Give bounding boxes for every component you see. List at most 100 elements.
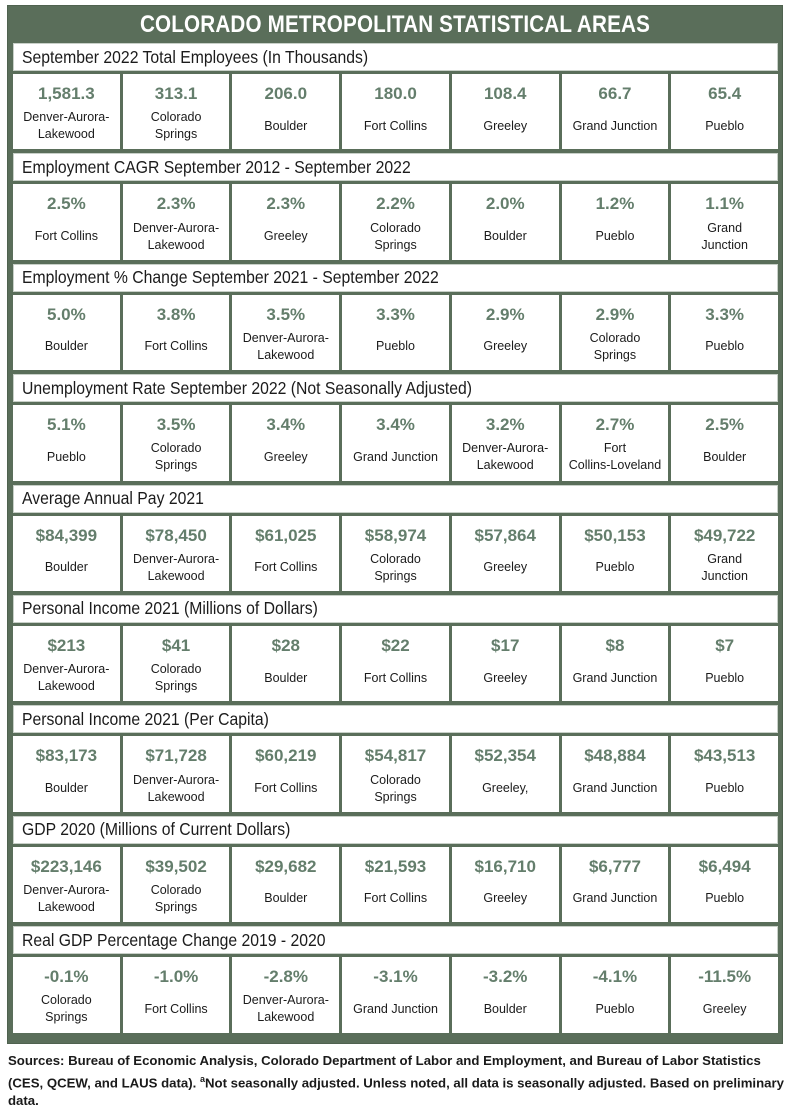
section-title-text: Employment % Change September 2021 - Sep… (22, 267, 439, 288)
metro-value: 2.9% (595, 304, 635, 324)
metro-cell: 2.0% Boulder (451, 184, 559, 260)
metro-label: Pueblo (705, 118, 745, 133)
metro-cell: $28 Boulder (232, 625, 340, 702)
metro-label: Denver-Aurora- Lakewood (23, 662, 110, 694)
metro-cell: $22 Fort Collins (342, 625, 449, 702)
metro-label: Colorado Springs (589, 330, 641, 362)
metro-label: Denver-Aurora- Lakewood (23, 882, 110, 914)
metro-value: $60,219 (255, 746, 317, 766)
metro-cell: 313.1 Colorado Springs (122, 74, 230, 150)
metro-cell: $17 Greeley (451, 625, 559, 702)
metro-cell: $48,884 Grand Junction (561, 736, 669, 812)
metro-cell: $60,219 Fort Collins (232, 736, 340, 812)
metro-label: Grand Junction (572, 118, 658, 133)
metro-label: Grand Junction (701, 551, 748, 583)
metro-value: $22 (381, 635, 410, 655)
metro-value: $16,710 (474, 856, 536, 876)
stat-section: Unemployment Rate September 2022 (Not Se… (13, 374, 779, 484)
metro-label: Boulder (264, 891, 308, 906)
metro-cell: $58,974 Colorado Springs (342, 515, 449, 591)
metro-label: Colorado Springs (150, 110, 202, 142)
metro-value: 2.5% (705, 415, 745, 435)
metro-label: Pueblo (595, 560, 635, 575)
metro-label: Greeley (263, 229, 308, 244)
metro-value: 5.0% (46, 304, 86, 324)
section-title-text: Unemployment Rate September 2022 (Not Se… (22, 377, 472, 398)
section-title: GDP 2020 (Millions of Current Dollars) (13, 815, 778, 844)
metro-label: Denver-Aurora- Lakewood (133, 551, 220, 583)
metro-cell: $223,146 Denver-Aurora- Lakewood (13, 846, 120, 923)
section-title: Personal Income 2021 (Millions of Dollar… (13, 594, 778, 623)
metro-cell: 3.3% Pueblo (671, 294, 779, 371)
metro-cell: 1.2% Pueblo (561, 184, 669, 260)
metro-cell: $213 Denver-Aurora- Lakewood (13, 625, 120, 702)
metro-cell: $6,494 Pueblo (671, 846, 779, 923)
metro-label: Fort Collins-Loveland (568, 441, 662, 473)
metro-cell: $8 Grand Junction (561, 625, 669, 702)
metro-cell: $41 Colorado Springs (122, 625, 230, 702)
metro-value: $71,728 (145, 746, 207, 766)
metro-label: Boulder (44, 781, 88, 796)
metro-cell: 3.2% Denver-Aurora- Lakewood (451, 405, 559, 481)
metro-cell: $54,817 Colorado Springs (342, 736, 449, 812)
metro-cell: $21,593 Fort Collins (342, 846, 449, 923)
sections-container: September 2022 Total Employees (In Thous… (13, 43, 779, 1037)
metro-value: -11.5% (698, 967, 752, 987)
section-title-text: Personal Income 2021 (Millions of Dollar… (22, 598, 318, 619)
metro-cell: -2.8% Denver-Aurora- Lakewood (232, 957, 340, 1033)
metro-value: 2.3% (266, 194, 306, 214)
metro-label: Greeley (483, 670, 528, 685)
metro-label: Colorado Springs (150, 441, 202, 473)
metro-value: $48,884 (584, 746, 646, 766)
metro-value: 3.4% (266, 415, 306, 435)
metro-value: $83,173 (35, 746, 98, 766)
metro-value: 66.7 (598, 84, 632, 103)
metro-label: Greeley, (482, 781, 529, 796)
metro-label: Greeley (483, 560, 528, 575)
section-title: Unemployment Rate September 2022 (Not Se… (13, 374, 778, 403)
sources-text: Sources: Bureau of Economic Analysis, Co… (8, 1053, 761, 1091)
page-title: COLORADO METROPOLITAN STATISTICAL AREAS (139, 10, 651, 38)
stat-section: Employment CAGR September 2012 - Septemb… (13, 153, 779, 263)
metro-label: Fort Collins (144, 339, 208, 354)
metro-cells-row: $83,173 Boulder $71,728 Denver-Aurora- Lake… (13, 733, 779, 815)
metro-cell: $61,025 Fort Collins (232, 515, 340, 591)
metro-cell: -1.0% Fort Collins (122, 957, 230, 1033)
metro-cell: 206.0 Boulder (232, 74, 340, 150)
metro-cell: 66.7 Grand Junction (561, 74, 669, 150)
metro-label: Pueblo (705, 670, 745, 685)
metro-cell: $84,399 Boulder (13, 515, 120, 591)
metro-label: Denver-Aurora- Lakewood (133, 220, 220, 252)
metro-cell: 1.1% Grand Junction (671, 184, 779, 260)
metro-value: 2.9% (485, 304, 525, 324)
metro-label: Pueblo (595, 1001, 635, 1016)
metro-value: $50,153 (584, 525, 646, 545)
metro-value: 3.5% (156, 415, 196, 435)
metro-cell: 3.4% Greeley (232, 405, 340, 481)
metro-cell: -11.5% Greeley (671, 957, 779, 1033)
metro-cell: 5.0% Boulder (13, 294, 120, 371)
metro-label: Boulder (44, 560, 88, 575)
metro-label: Pueblo (376, 339, 415, 354)
metro-cells-row: 2.5% Fort Collins 2.3% Denver-Aurora- Lakew… (13, 181, 779, 263)
metro-label: Colorado Springs (40, 993, 92, 1025)
section-title-text: Personal Income 2021 (Per Capita) (22, 708, 269, 729)
metro-value: $6,777 (588, 856, 641, 876)
metro-label: Pueblo (595, 229, 635, 244)
metro-cell: 180.0 Fort Collins (342, 74, 449, 150)
metro-label: Colorado Springs (370, 772, 421, 804)
metro-label: Fort Collins (254, 560, 318, 575)
metro-value: 2.2% (376, 194, 415, 214)
metro-value: $7 (715, 635, 735, 655)
metro-cell: $43,513 Pueblo (671, 736, 779, 812)
metro-cell: $50,153 Pueblo (561, 515, 669, 591)
metro-value: $223,146 (30, 856, 102, 876)
metro-cell: $49,722 Grand Junction (671, 515, 779, 591)
metro-value: 313.1 (154, 84, 198, 103)
metro-cell: 3.4% Grand Junction (342, 405, 449, 481)
metro-label: Denver-Aurora- Lakewood (462, 441, 549, 473)
metro-value: $84,399 (35, 525, 98, 545)
metro-value: $28 (271, 635, 300, 655)
metro-value: 2.5% (46, 194, 86, 214)
metro-value: -0.1% (44, 967, 89, 987)
